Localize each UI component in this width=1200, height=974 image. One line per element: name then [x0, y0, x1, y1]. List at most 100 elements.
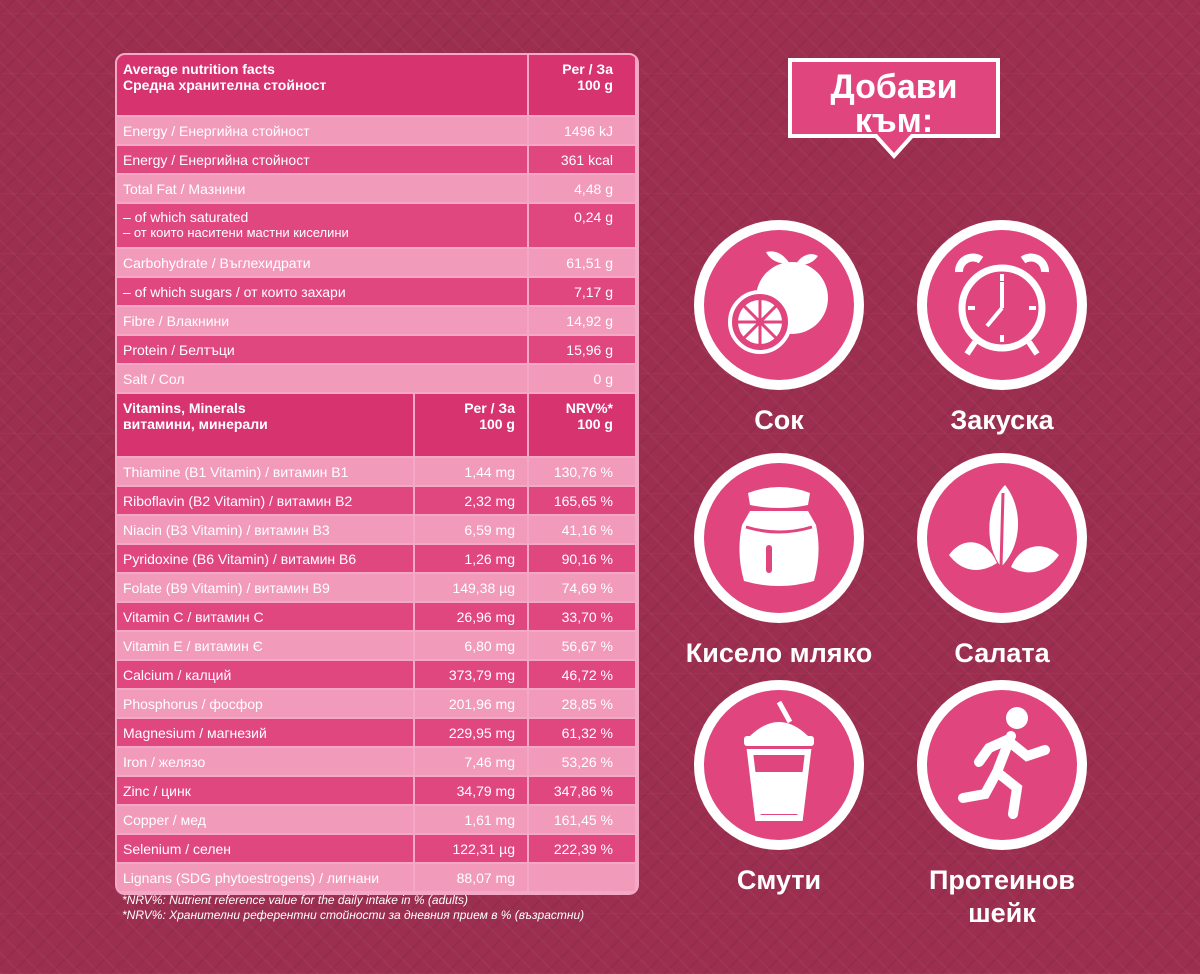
vitamin-value: 26,96 mg: [415, 603, 529, 632]
tile-protein-shake: Протеинов шейк: [902, 680, 1102, 930]
vitamin-value: 2,32 mg: [415, 487, 529, 516]
header-title-en: Average nutrition facts: [123, 61, 275, 77]
nutrient-label-sub: – от които наситени мастни киселини: [123, 225, 349, 240]
table-row: Calcium / калций 373,79 mg 46,72 %: [117, 661, 637, 690]
table-row: Vitamin E / витамин Є 6,80 mg 56,67 %: [117, 632, 637, 661]
nutrient-value: 4,48 g: [529, 175, 635, 204]
vitamin-nrv: 28,85 %: [529, 690, 635, 719]
table-row: Carbohydrate / Въглехидрати 61,51 g: [117, 249, 637, 278]
vitamin-value: 122,31 µg: [415, 835, 529, 864]
nutrient-value: 14,92 g: [529, 307, 635, 336]
vitamin-label: Lignans (SDG phytoestrogens) / лигнани: [117, 864, 415, 893]
nutrient-value: 15,96 g: [529, 336, 635, 365]
vitamin-label: Iron / желязо: [117, 748, 415, 777]
tile-circle: [694, 220, 864, 390]
tile-circle: [694, 453, 864, 623]
nutrient-label: Fibre / Влакнини: [117, 307, 529, 336]
nutrient-value: 7,17 g: [529, 278, 635, 307]
vitamin-label: Selenium / селен: [117, 835, 415, 864]
vitamin-value: 88,07 mg: [415, 864, 529, 893]
footnote: *NRV%: Nutrient reference value for the …: [122, 893, 642, 923]
table-row: Vitamin C / витамин C 26,96 mg 33,70 %: [117, 603, 637, 632]
leaves-icon: [949, 485, 1059, 573]
smoothie-cup-icon: [744, 700, 814, 821]
vitamin-label: Copper / мед: [117, 806, 415, 835]
vitamin-label: Vitamin C / витамин C: [117, 603, 415, 632]
vitamin-label: Vitamin E / витамин Є: [117, 632, 415, 661]
vitamin-nrv: 161,45 %: [529, 806, 635, 835]
add-to-banner: Добави към:: [784, 56, 1004, 159]
nutrient-value: 0,24 g: [529, 204, 635, 249]
vitamin-label: Phosphorus / фосфор: [117, 690, 415, 719]
table-row: – of which saturated – от които наситени …: [117, 204, 637, 249]
table-row: Iron / желязо 7,46 mg 53,26 %: [117, 748, 637, 777]
vitamins-title-bg: витамини, минерали: [123, 416, 268, 432]
vitamin-nrv: 41,16 %: [529, 516, 635, 545]
tile-smoothie: Смути: [679, 680, 879, 897]
tile-label: Закуска: [950, 405, 1054, 435]
vitamin-rows: Thiamine (B1 Vitamin) / витамин B1 1,44 m…: [117, 458, 637, 893]
banner-line1: Добави: [830, 68, 958, 106]
jar-icon: [739, 487, 819, 586]
banner-shape: [788, 58, 1000, 159]
table-row: Magnesium / магнезий 229,95 mg 61,32 %: [117, 719, 637, 748]
vitamins-title-en: Vitamins, Minerals: [123, 400, 246, 416]
vitamin-value: 6,59 mg: [415, 516, 529, 545]
vitamin-nrv: 347,86 %: [529, 777, 635, 806]
nutrient-label: Total Fat / Мазнини: [117, 175, 529, 204]
vitamin-value: 6,80 mg: [415, 632, 529, 661]
running-man-icon: [958, 707, 1050, 819]
vitamin-label: Calcium / калций: [117, 661, 415, 690]
nutrient-label: Salt / Сол: [117, 365, 529, 394]
citrus-fruit-icon: [728, 251, 828, 354]
tile-label: Протеинов шейк: [929, 865, 1075, 928]
table-header-per: Per / За 100 g: [529, 55, 635, 117]
nutrition-table: Average nutrition facts Средна хранителн…: [115, 53, 639, 895]
nutrient-label: – of which sugars / от които захари: [117, 278, 529, 307]
vitamins-header-nrv: NRV%* 100 g: [529, 394, 635, 458]
vitamins-per-line2: 100 g: [479, 416, 515, 432]
vitamin-nrv: 46,72 %: [529, 661, 635, 690]
vitamins-nrv-line1: NRV%*: [565, 400, 613, 416]
table-row: Thiamine (B1 Vitamin) / витамин B1 1,44 m…: [117, 458, 637, 487]
vitamin-value: 1,61 mg: [415, 806, 529, 835]
vitamin-label: Magnesium / магнезий: [117, 719, 415, 748]
nutrient-value: 1496 kJ: [529, 117, 635, 146]
vitamin-label: Pyridoxine (B6 Vitamin) / витамин B6: [117, 545, 415, 574]
table-row: Salt / Сол 0 g: [117, 365, 637, 394]
vitamin-value: 373,79 mg: [415, 661, 529, 690]
vitamins-nrv-line2: 100 g: [577, 416, 613, 432]
nutrient-label: Energy / Енергийна стойност: [117, 146, 529, 175]
tile-juice: Сок: [679, 220, 879, 437]
tile-circle: [917, 453, 1087, 623]
table-row: Selenium / селен 122,31 µg 222,39 %: [117, 835, 637, 864]
vitamin-label: Thiamine (B1 Vitamin) / витамин B1: [117, 458, 415, 487]
nutrient-value: 0 g: [529, 365, 635, 394]
tile-label: Смути: [736, 865, 822, 895]
vitamin-nrv: 53,26 %: [529, 748, 635, 777]
footnote-bg: *NRV%: Хранителни референтни стойности з…: [122, 908, 585, 922]
tile-salad: Салата: [902, 453, 1102, 670]
vitamins-per-line1: Per / За: [464, 400, 515, 416]
table-row: Niacin (B3 Vitamin) / витамин B3 6,59 mg 4…: [117, 516, 637, 545]
table-row: Protein / Белтъци 15,96 g: [117, 336, 637, 365]
table-row: Folate (B9 Vitamin) / витамин B9 149,38 µ…: [117, 574, 637, 603]
header-per-line1: Per / За: [562, 61, 613, 77]
footnote-en: *NRV%: Nutrient reference value for the …: [122, 893, 468, 907]
vitamins-header-row: Vitamins, Minerals витамини, минерали Pe…: [117, 394, 637, 458]
table-row: Copper / мед 1,61 mg 161,45 %: [117, 806, 637, 835]
vitamin-nrv: 61,32 %: [529, 719, 635, 748]
nutrient-label: Carbohydrate / Въглехидрати: [117, 249, 529, 278]
vitamin-nrv: 90,16 %: [529, 545, 635, 574]
vitamin-value: 7,46 mg: [415, 748, 529, 777]
vitamin-value: 149,38 µg: [415, 574, 529, 603]
vitamin-nrv: [529, 864, 635, 893]
vitamins-header-per: Per / За 100 g: [415, 394, 529, 458]
vitamin-nrv: 74,69 %: [529, 574, 635, 603]
banner-text: Добави към:: [784, 70, 1004, 138]
vitamin-value: 229,95 mg: [415, 719, 529, 748]
tile-label: Сок: [754, 405, 804, 435]
table-header-title: Average nutrition facts Средна хранителн…: [117, 55, 529, 117]
tile-breakfast: Закуска: [902, 220, 1102, 437]
table-row: Phosphorus / фосфор 201,96 mg 28,85 %: [117, 690, 637, 719]
